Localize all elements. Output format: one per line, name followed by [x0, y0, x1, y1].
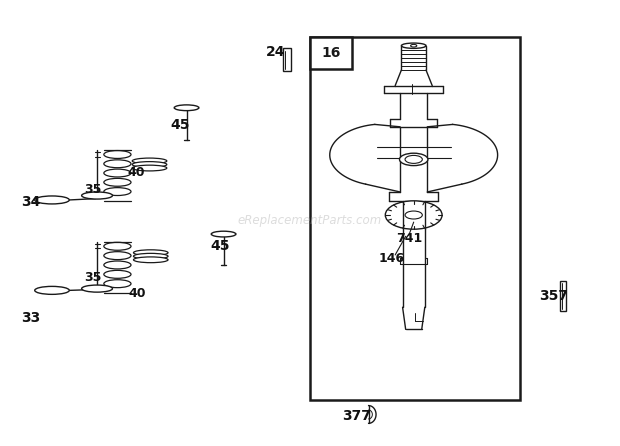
Ellipse shape: [82, 192, 112, 199]
Text: 35: 35: [84, 271, 102, 284]
Text: 377: 377: [342, 409, 371, 423]
Ellipse shape: [35, 196, 69, 204]
Ellipse shape: [104, 160, 131, 168]
Text: 40: 40: [128, 286, 146, 300]
Text: 146: 146: [378, 252, 404, 265]
Ellipse shape: [104, 151, 131, 158]
Ellipse shape: [399, 153, 428, 165]
Text: 45: 45: [170, 119, 190, 132]
Ellipse shape: [133, 253, 168, 259]
Text: 34: 34: [21, 195, 41, 209]
Ellipse shape: [133, 257, 168, 263]
Bar: [310, 37, 520, 401]
Text: 741: 741: [396, 232, 422, 245]
Text: 16: 16: [321, 46, 340, 60]
Text: 24: 24: [267, 45, 286, 59]
Ellipse shape: [104, 261, 131, 269]
Bar: [283, 48, 291, 71]
Ellipse shape: [104, 252, 131, 260]
Ellipse shape: [82, 285, 112, 292]
Ellipse shape: [104, 280, 131, 288]
Ellipse shape: [405, 211, 422, 219]
Text: 45: 45: [211, 239, 230, 253]
Ellipse shape: [401, 43, 426, 48]
Ellipse shape: [35, 286, 69, 294]
Ellipse shape: [104, 242, 131, 250]
Ellipse shape: [132, 161, 167, 167]
Ellipse shape: [104, 178, 131, 186]
Ellipse shape: [211, 231, 236, 237]
Text: eReplacementParts.com: eReplacementParts.com: [238, 214, 382, 227]
Ellipse shape: [104, 270, 131, 278]
Text: 357: 357: [539, 289, 569, 303]
Ellipse shape: [410, 45, 417, 47]
Ellipse shape: [104, 169, 131, 177]
Ellipse shape: [174, 105, 199, 111]
Text: 40: 40: [127, 165, 144, 178]
Ellipse shape: [405, 155, 422, 163]
Ellipse shape: [132, 165, 167, 171]
Text: 33: 33: [22, 311, 41, 325]
Ellipse shape: [104, 188, 131, 195]
Ellipse shape: [385, 201, 442, 229]
Bar: [310, 37, 352, 69]
Bar: [560, 281, 567, 311]
Ellipse shape: [133, 250, 168, 256]
Ellipse shape: [132, 158, 167, 164]
Text: 35: 35: [84, 183, 102, 196]
